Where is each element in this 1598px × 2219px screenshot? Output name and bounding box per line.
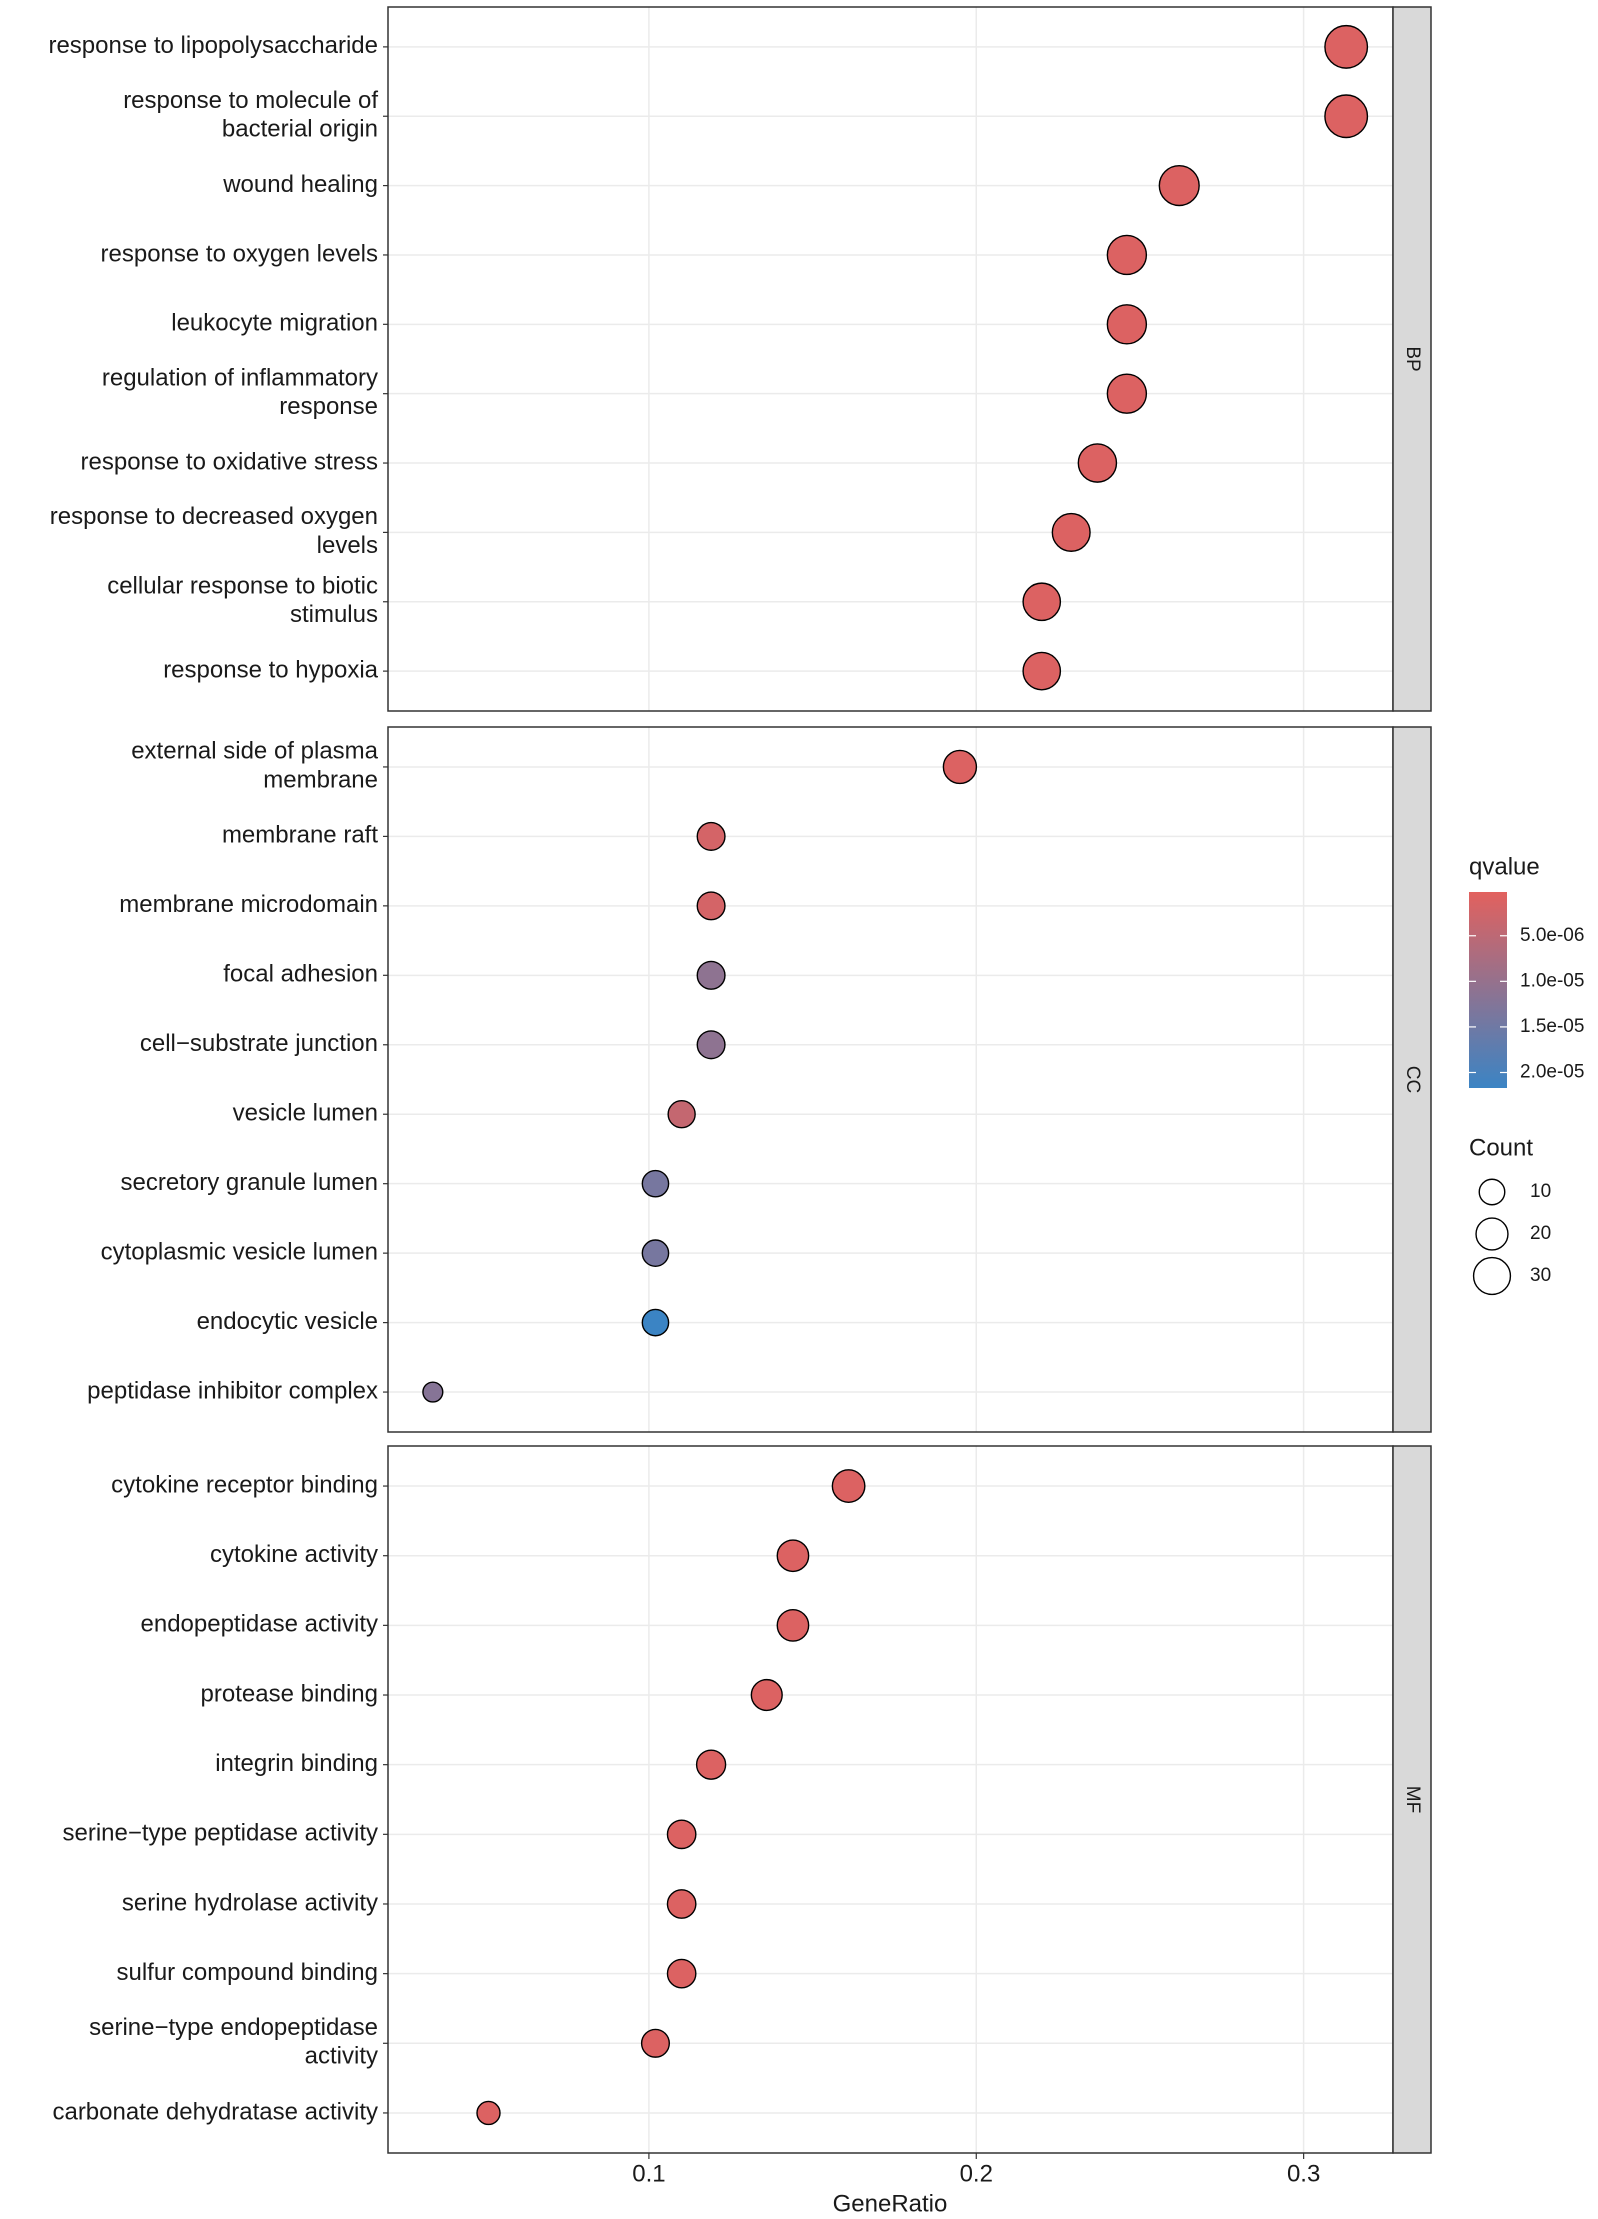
y-tick-label: membrane raft — [222, 822, 378, 849]
y-tick-label: sulfur compound binding — [116, 1959, 378, 1986]
dot — [696, 821, 726, 851]
dot — [750, 1678, 783, 1712]
y-tick-label: protease binding — [201, 1680, 378, 1707]
dot — [696, 1030, 726, 1060]
dot — [776, 1608, 810, 1642]
size-legend-label: 30 — [1530, 1265, 1551, 1286]
y-tick-label: leukocyte migration — [171, 310, 378, 337]
x-tick-label: 0.3 — [1287, 2160, 1320, 2187]
colorbar-tick-label: 5.0e-06 — [1520, 925, 1584, 946]
y-tick-label: cytokine receptor binding — [111, 1471, 378, 1498]
dot — [942, 749, 978, 785]
y-tick-label: regulation of inflammatory response — [102, 365, 378, 421]
y-tick-label: cytoplasmic vesicle lumen — [101, 1238, 378, 1265]
dot — [1022, 582, 1062, 622]
dot — [476, 2100, 501, 2126]
y-tick-label: external side of plasma membrane — [131, 738, 378, 794]
strip-label: CC — [1402, 1066, 1423, 1093]
dot — [667, 1100, 696, 1129]
x-axis-title: GeneRatio — [833, 2190, 948, 2217]
y-tick-label: integrin binding — [215, 1750, 378, 1777]
size-legend-key — [1478, 1178, 1506, 1206]
y-tick-label: cytokine activity — [210, 1541, 378, 1568]
panel-background — [388, 727, 1393, 1432]
y-tick-label: response to oxygen levels — [101, 240, 379, 267]
dot — [831, 1469, 866, 1503]
y-tick-label: membrane microdomain — [119, 891, 378, 918]
dot — [1106, 373, 1148, 414]
y-tick-label: response to decreased oxygen levels — [50, 503, 378, 559]
panel-background — [388, 1446, 1393, 2153]
y-tick-label: vesicle lumen — [233, 1100, 378, 1127]
y-tick-label: endocytic vesicle — [197, 1308, 378, 1335]
colorbar-tick-label: 1.5e-05 — [1520, 1016, 1584, 1037]
y-tick-label: response to oxidative stress — [81, 448, 378, 475]
dot — [1106, 234, 1148, 276]
x-tick-label: 0.2 — [960, 2160, 993, 2187]
dot — [1022, 651, 1062, 691]
size-legend-title: Count — [1469, 1134, 1533, 1161]
y-tick-label: wound healing — [222, 171, 378, 198]
panel-background — [388, 7, 1393, 711]
dot — [1158, 164, 1200, 207]
dot — [640, 2028, 670, 2058]
y-tick-label: cellular response to biotic stimulus — [107, 573, 378, 629]
colorbar — [1469, 892, 1507, 1088]
strip — [1392, 1445, 1432, 2154]
dot — [641, 1308, 670, 1337]
dot — [1051, 512, 1091, 552]
dot — [641, 1239, 670, 1267]
dot — [695, 1749, 727, 1780]
strip-label: BP — [1402, 346, 1423, 371]
size-legend-label: 10 — [1530, 1181, 1551, 1202]
strip-label: MF — [1402, 1786, 1423, 1813]
dot — [696, 960, 726, 990]
size-legend-key — [1475, 1217, 1509, 1251]
y-tick-label: serine hydrolase activity — [122, 1889, 378, 1916]
size-legend-label: 20 — [1530, 1223, 1551, 1244]
dot — [666, 1889, 697, 1919]
dot — [666, 1819, 697, 1850]
x-tick-label: 0.1 — [632, 2160, 665, 2187]
y-tick-label: response to molecule of bacterial origin — [123, 87, 378, 143]
size-legend-key — [1472, 1256, 1512, 1296]
y-tick-label: carbonate dehydratase activity — [52, 2098, 378, 2125]
y-tick-label: peptidase inhibitor complex — [87, 1377, 378, 1404]
y-tick-label: serine−type peptidase activity — [62, 1820, 378, 1847]
dot — [1324, 24, 1369, 69]
y-tick-label: response to lipopolysaccharide — [48, 32, 378, 59]
dot — [1106, 304, 1148, 345]
colorbar-tick-label: 2.0e-05 — [1520, 1062, 1584, 1083]
y-tick-label: secretory granule lumen — [121, 1169, 378, 1196]
color-legend-title: qvalue — [1469, 853, 1540, 880]
y-tick-label: response to hypoxia — [163, 656, 378, 683]
y-tick-label: endopeptidase activity — [141, 1611, 379, 1638]
dot — [422, 1381, 444, 1403]
dot — [1324, 94, 1369, 139]
y-tick-label: serine−type endopeptidase activity — [89, 2014, 378, 2070]
colorbar-tick-label: 1.0e-05 — [1520, 970, 1584, 991]
y-tick-label: focal adhesion — [223, 961, 378, 988]
y-tick-label: cell−substrate junction — [140, 1030, 378, 1057]
dot — [666, 1958, 697, 1989]
strip — [1392, 6, 1432, 712]
dot — [641, 1169, 670, 1198]
strip — [1392, 726, 1432, 1433]
dot — [696, 891, 726, 921]
dot — [1077, 443, 1118, 483]
dot — [776, 1539, 810, 1573]
